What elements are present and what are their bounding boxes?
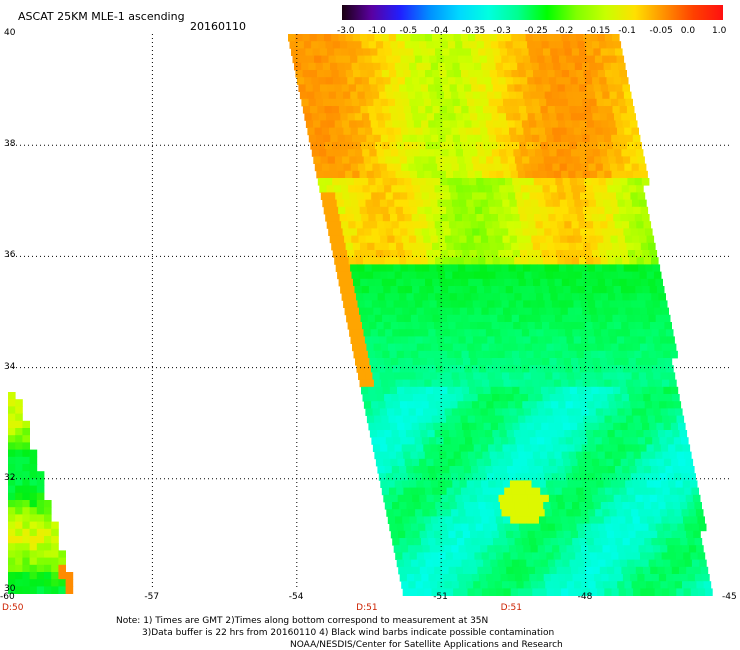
lat-tick-label: 30 xyxy=(4,584,16,594)
note-line-1: Note: 1) Times are GMT 2)Times along bot… xyxy=(116,616,489,626)
lon-tick-label: -54 xyxy=(288,592,304,602)
colorbar-label: 1.0 xyxy=(712,26,727,36)
colorbar-label: -0.5 xyxy=(399,26,418,36)
colorbar-label: -1.0 xyxy=(368,26,386,36)
lon-tick-label: -51 xyxy=(433,592,448,602)
lat-tick-label: 38 xyxy=(4,139,16,150)
lat-tick-label: 36 xyxy=(4,250,16,261)
lon-tick-label: -60 xyxy=(0,592,15,602)
chart-title: ASCAT 25KM MLE-1 ascending xyxy=(18,10,185,23)
time-label: D:51 xyxy=(356,603,378,613)
colorbar-label: -0.1 xyxy=(618,26,636,36)
lat-tick-label: 32 xyxy=(4,472,16,483)
note-line-3: NOAA/NESDIS/Center for Satellite Applica… xyxy=(290,640,563,650)
map-grid xyxy=(8,34,730,590)
colorbar-gradient xyxy=(342,5,723,20)
colorbar-label: -3.0 xyxy=(337,26,355,36)
lon-tick-label: -45 xyxy=(722,592,737,602)
swath-pixels xyxy=(8,34,713,596)
note-line-2: 3)Data buffer is 22 hrs from 20160110 4)… xyxy=(142,628,555,638)
chart-date: 20160110 xyxy=(190,20,246,33)
colorbar-label: 0.0 xyxy=(680,26,696,36)
colorbar-label: -0.3 xyxy=(493,26,511,36)
lon-tick-label: -48 xyxy=(577,592,593,602)
time-label: D:50 xyxy=(2,603,24,613)
colorbar-label: -0.25 xyxy=(524,26,548,36)
colorbar-label: -0.15 xyxy=(587,26,611,36)
lat-tick-label: 34 xyxy=(4,361,16,372)
lat-tick-label: 40 xyxy=(4,28,16,38)
lon-tick-label: -57 xyxy=(144,592,160,602)
colorbar-label: -0.05 xyxy=(649,26,673,36)
time-label: D:51 xyxy=(500,603,522,613)
colorbar-label: -0.4 xyxy=(430,26,449,36)
colorbar xyxy=(342,5,723,20)
colorbar-label: -0.2 xyxy=(555,26,574,36)
colorbar-label: -0.35 xyxy=(462,26,486,36)
